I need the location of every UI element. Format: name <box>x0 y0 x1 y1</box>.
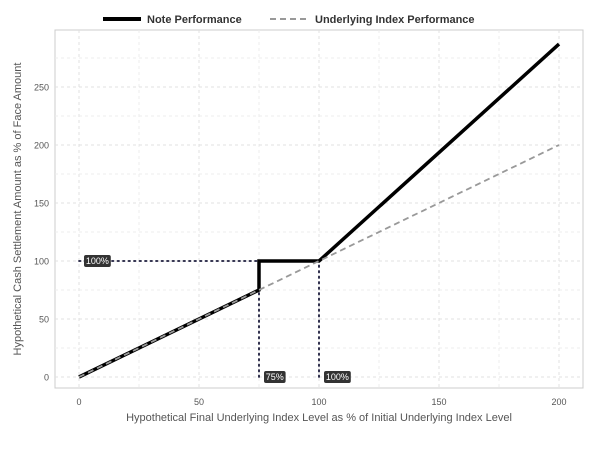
annotation-box <box>264 371 286 383</box>
annotation-label: 100% <box>324 371 351 383</box>
y-tick-label: 0 <box>44 373 49 383</box>
x-tick-label: 150 <box>431 397 446 407</box>
x-tick-label: 50 <box>194 397 204 407</box>
legend-item-underlying-index-performance: Underlying Index Performance <box>270 14 475 26</box>
legend-label: Note Performance <box>147 14 242 26</box>
y-tick-label: 250 <box>34 83 49 93</box>
legend-item-note-performance: Note Performance <box>103 14 242 26</box>
x-axis-title: Hypothetical Final Underlying Index Leve… <box>126 412 512 424</box>
annotation-label: 100% <box>84 255 111 267</box>
annotation-box <box>84 255 111 267</box>
annotation-text: 100% <box>326 372 349 382</box>
annotations: 100% 75% 100% <box>84 255 351 383</box>
x-tick-label: 100 <box>311 397 326 407</box>
y-axis-title: Hypothetical Cash Settlement Amount as %… <box>12 63 24 356</box>
y-tick-label: 200 <box>34 141 49 151</box>
legend-label: Underlying Index Performance <box>315 14 475 26</box>
annotation-box <box>324 371 351 383</box>
y-tick-label: 150 <box>34 199 49 209</box>
index-performance-line <box>78 144 560 378</box>
y-axis-ticks: 0 50 100 150 200 250 <box>34 83 49 383</box>
x-tick-label: 0 <box>76 397 81 407</box>
y-tick-label: 100 <box>34 257 49 267</box>
annotation-label: 75% <box>264 371 286 383</box>
plot-frame <box>54 29 584 389</box>
annotation-text: 100% <box>86 256 109 266</box>
annotation-text: 75% <box>266 372 284 382</box>
series <box>78 42 561 379</box>
y-tick-label: 50 <box>39 315 49 325</box>
x-axis-ticks: 0 50 100 150 200 <box>76 397 566 407</box>
reference-lines <box>78 260 320 378</box>
x-tick-label: 200 <box>551 397 566 407</box>
legend: Note Performance Underlying Index Perform… <box>103 14 475 26</box>
